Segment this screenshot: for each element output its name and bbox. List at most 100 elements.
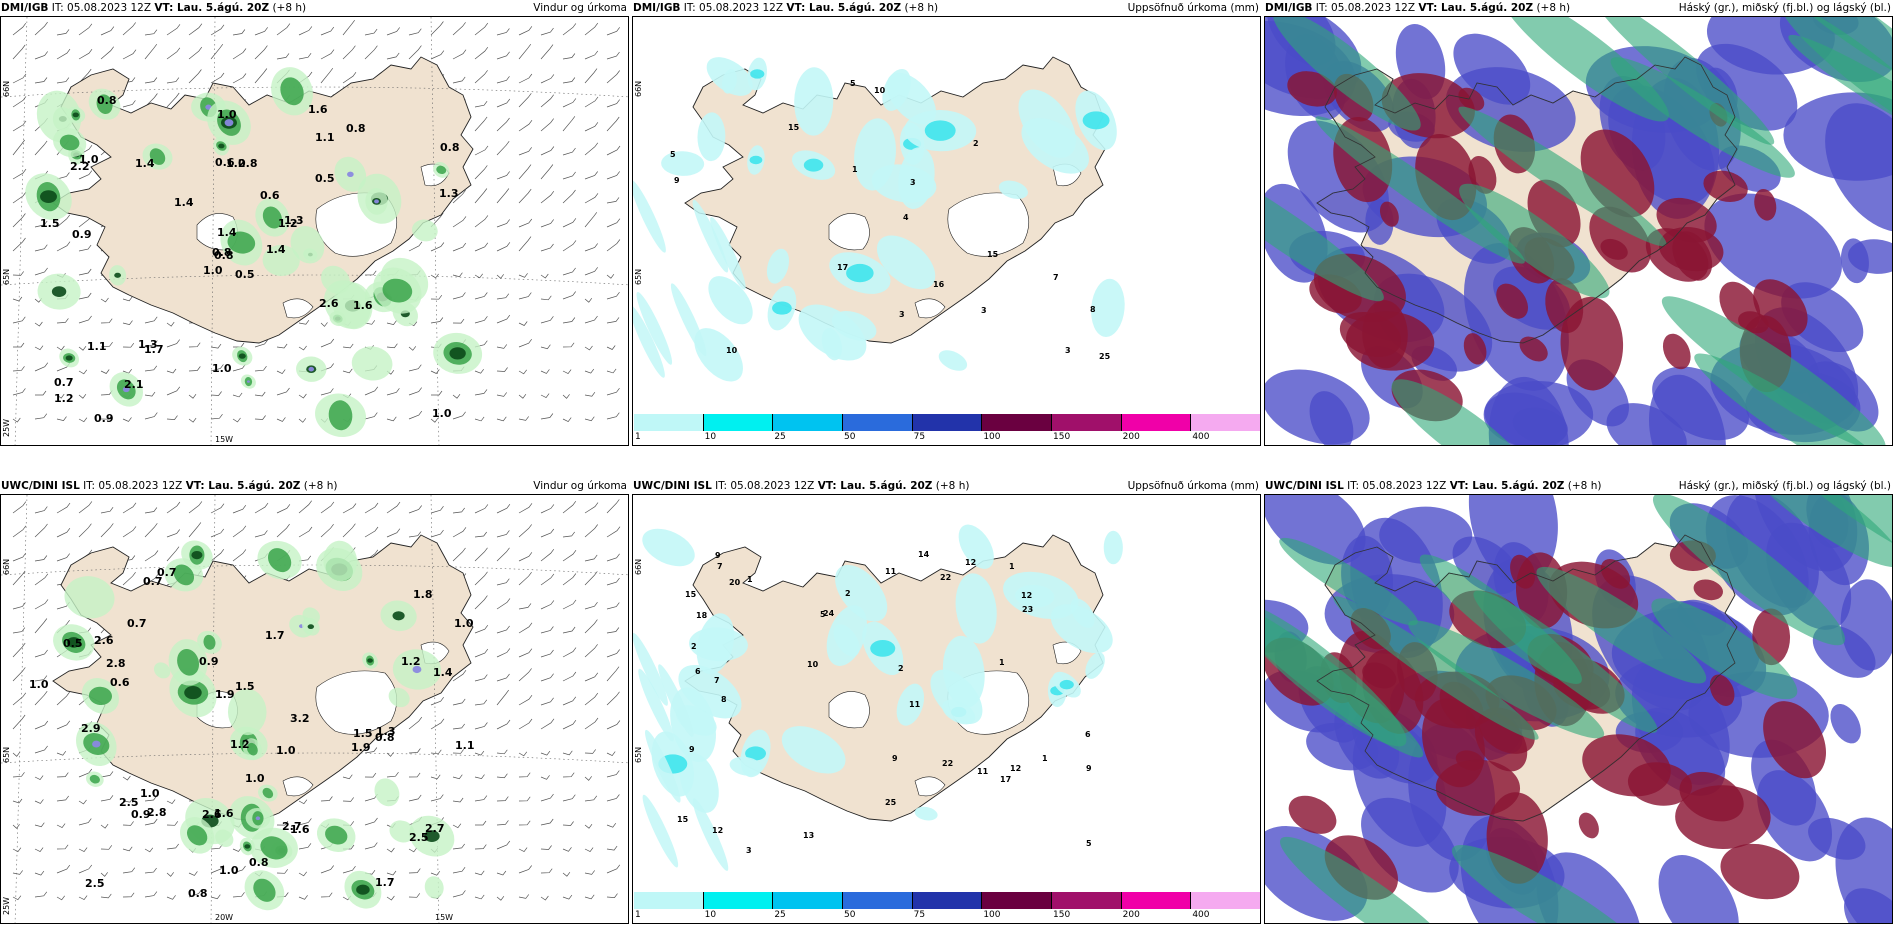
field-blob [218, 143, 225, 149]
field-blob [846, 263, 874, 283]
field-blob [1279, 537, 1418, 626]
colorbar-segment [773, 892, 843, 909]
axis-label: 20W [215, 913, 233, 922]
field-blob [1408, 620, 1605, 739]
precip-value-label: 1.0 [219, 864, 239, 877]
accum-value-label: 11 [909, 700, 921, 709]
field-blob [1346, 311, 1435, 371]
accum-value-label: 7 [714, 676, 720, 685]
field-blob [781, 726, 846, 774]
accum-value-label: 4 [903, 213, 909, 222]
map-canvas [1265, 495, 1892, 923]
map-frame: 15 3 9 7 15 4 10 25 16 17 5 3 8 10 3 3 2 1 5 66N 65N 1 10 25 50… [632, 16, 1261, 446]
field-blob [347, 171, 354, 178]
accum-value-label: 1 [747, 575, 753, 584]
colorbar-segment [634, 414, 704, 431]
field-blob [96, 94, 113, 115]
precip-value-label: 0.9 [94, 412, 114, 425]
precip-value-label: 1.6 [308, 103, 328, 116]
accum-value-label: 22 [940, 573, 951, 582]
map-canvas [1265, 17, 1892, 445]
precip-value-label: 1.0 [432, 407, 452, 420]
precip-value-label: 1.3 [284, 214, 304, 227]
lead-time: (+8 h) [1567, 480, 1602, 492]
colorbar-segment [982, 414, 1052, 431]
field-blob [246, 380, 250, 383]
colorbar-segment [703, 892, 774, 909]
panel-dmi-accum-precip: DMI/IGB IT: 05.08.2023 12Z VT: Lau. 5.ág… [632, 0, 1261, 446]
panel-dmi-clouds: DMI/IGB IT: 05.08.2023 12Z VT: Lau. 5.ág… [1264, 0, 1893, 446]
axis-label: 15W [435, 913, 453, 922]
precip-value-label: 1.5 [353, 727, 373, 740]
field-blob [328, 400, 353, 431]
field-blob [382, 278, 413, 303]
colorbar-tick: 400 [1192, 910, 1210, 920]
field-blob [1743, 495, 1892, 568]
field-blob [1280, 836, 1461, 923]
precip-value-label: 2.5 [409, 831, 429, 844]
field-blob [955, 573, 997, 644]
field-blob [424, 830, 440, 842]
field-blob [325, 825, 348, 845]
precip-value-label: 0.5 [315, 172, 335, 185]
colorbar-tick: 1 [635, 910, 641, 920]
field-blob [411, 219, 438, 242]
run-time: IT: 05.08.2023 12Z [715, 480, 815, 492]
field-blob [374, 199, 379, 204]
precip-value-label: 2.7 [425, 822, 445, 835]
field-blob [794, 67, 834, 136]
precip-value-label: 0.8 [375, 731, 395, 744]
accum-value-label: 9 [1086, 764, 1092, 773]
field-blob [88, 686, 113, 705]
precip-value-label: 2.5 [119, 796, 139, 809]
field-blob [290, 226, 325, 264]
field-blob [749, 155, 763, 165]
run-time: IT: 05.08.2023 12Z [683, 2, 784, 14]
field-blob [722, 69, 737, 94]
accum-value-label: 18 [696, 611, 708, 620]
iceland-landmass [52, 534, 474, 822]
lead-time: (+8 h) [272, 2, 307, 14]
accum-value-label: 7 [1053, 273, 1059, 282]
field-blob [1662, 333, 1691, 370]
field-blob [267, 548, 292, 573]
accum-value-label: 13 [803, 831, 814, 840]
accum-value-label: 1 [1042, 754, 1048, 763]
precip-value-label: 1.7 [375, 876, 395, 889]
accum-value-label: 5 [670, 150, 676, 159]
map-frame: 2.8 0.5 1.9 0.7 2.8 1.7 1.0 1.0 2.5 1.9 0.7 1.5 1.7 1… [0, 494, 629, 924]
accum-value-label: 1 [852, 165, 858, 174]
map-frame: 3 1 2 9 2 10 9 6 7 12 11 8 11 12 12 22 22 9 5 14 17 18 5 6 7 12 15… [632, 494, 1261, 924]
axis-label: 65N [634, 269, 643, 285]
field-blob [436, 165, 447, 175]
precip-value-label: 1.2 [401, 655, 421, 668]
field-blob [803, 158, 824, 172]
field-blob [1265, 600, 1424, 758]
axis-label: 66N [634, 81, 643, 97]
field-blob [351, 346, 393, 381]
precip-value-label: 1.0 [454, 617, 474, 630]
precip-value-label: 1.1 [87, 340, 107, 353]
field-blob [1265, 161, 1384, 302]
precip-value-label: 1.7 [265, 629, 285, 642]
accum-value-label: 8 [1090, 305, 1096, 314]
field-blob [1830, 703, 1861, 744]
precip-value-label: 0.8 [188, 887, 208, 900]
panel-header: DMI/IGB IT: 05.08.2023 12Z VT: Lau. 5.ág… [632, 0, 1261, 16]
colorbar-segment [843, 892, 913, 909]
field-blob [186, 825, 208, 846]
field-blob [670, 283, 707, 357]
accum-value-label: 23 [1022, 605, 1033, 614]
field-blob [1658, 855, 1739, 923]
valid-time: VT: Lau. 5.ágú. 20Z [1418, 2, 1534, 14]
accum-value-label: 10 [874, 86, 886, 95]
precip-value-label: 0.7 [54, 376, 74, 389]
precip-value-label: 1.9 [215, 688, 235, 701]
field-blob [72, 112, 79, 118]
field-blob [1825, 103, 1892, 232]
field-blob [694, 328, 743, 382]
precip-value-label: 1.0 [276, 744, 296, 757]
model-name: UWC/DINI ISL [1, 480, 80, 492]
field-blob [938, 350, 968, 371]
accum-value-label: 17 [837, 263, 848, 272]
